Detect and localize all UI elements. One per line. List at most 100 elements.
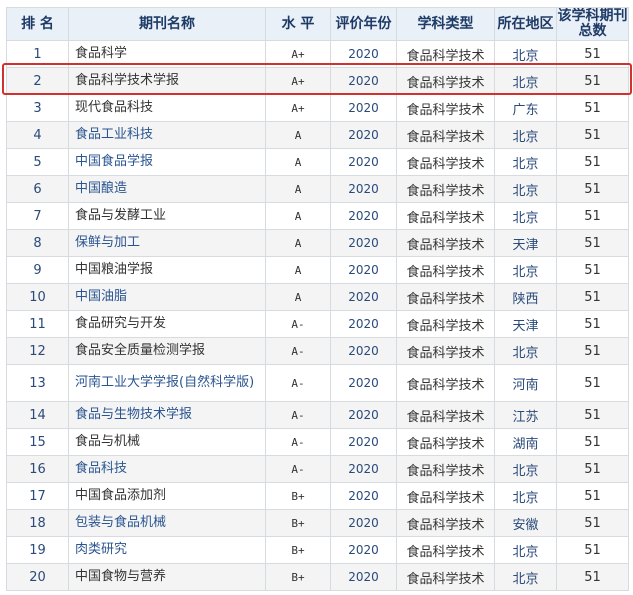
rank-cell: 2 bbox=[6, 67, 69, 95]
journal-name-cell[interactable]: 包装与食品机械 bbox=[68, 509, 266, 537]
subject-type-cell: 食品科学技术 bbox=[396, 94, 495, 122]
total-cell: 51 bbox=[556, 455, 629, 483]
subject-type-cell: 食品科学技术 bbox=[396, 202, 495, 230]
level-cell: A+ bbox=[265, 40, 331, 68]
table-row: 8 保鲜与加工 A 2020 食品科学技术 天津 51 bbox=[6, 229, 629, 257]
journal-name-cell[interactable]: 食品研究与开发 bbox=[68, 310, 266, 338]
journal-name-cell[interactable]: 食品科学技术学报 bbox=[68, 67, 266, 95]
rank-cell: 8 bbox=[6, 229, 69, 257]
subject-type-cell: 食品科学技术 bbox=[396, 148, 495, 176]
journal-name-cell[interactable]: 肉类研究 bbox=[68, 536, 266, 564]
journal-name-cell[interactable]: 食品与生物技术学报 bbox=[68, 401, 266, 429]
year-cell: 2020 bbox=[330, 121, 397, 149]
subject-type-cell: 食品科学技术 bbox=[396, 364, 495, 402]
total-cell: 51 bbox=[556, 563, 629, 591]
table-row: 1 食品科学 A+ 2020 食品科学技术 北京 51 bbox=[6, 40, 629, 68]
total-cell: 51 bbox=[556, 401, 629, 429]
header-rank[interactable]: 排 名 bbox=[6, 7, 69, 41]
total-cell: 51 bbox=[556, 148, 629, 176]
header-eval-year[interactable]: 评价年份 bbox=[330, 7, 397, 41]
subject-type-cell: 食品科学技术 bbox=[396, 283, 495, 311]
journal-name-cell[interactable]: 中国油脂 bbox=[68, 283, 266, 311]
header-level[interactable]: 水 平 bbox=[265, 7, 331, 41]
header-region[interactable]: 所在地区 bbox=[494, 7, 557, 41]
header-row: 排 名 期刊名称 水 平 评价年份 学科类型 所在地区 该学科期刊总数 bbox=[6, 7, 629, 41]
region-cell: 江苏 bbox=[494, 401, 557, 429]
rank-cell: 19 bbox=[6, 536, 69, 564]
year-cell: 2020 bbox=[330, 256, 397, 284]
rank-cell: 17 bbox=[6, 482, 69, 510]
region-cell: 安徽 bbox=[494, 509, 557, 537]
subject-type-cell: 食品科学技术 bbox=[396, 482, 495, 510]
total-cell: 51 bbox=[556, 67, 629, 95]
total-cell: 51 bbox=[556, 40, 629, 68]
subject-type-cell: 食品科学技术 bbox=[396, 175, 495, 203]
region-cell: 北京 bbox=[494, 67, 557, 95]
journal-name-cell[interactable]: 中国食品添加剂 bbox=[68, 482, 266, 510]
rank-cell: 7 bbox=[6, 202, 69, 230]
region-cell: 天津 bbox=[494, 310, 557, 338]
journal-name-cell[interactable]: 食品安全质量检测学报 bbox=[68, 337, 266, 365]
total-cell: 51 bbox=[556, 482, 629, 510]
subject-type-cell: 食品科学技术 bbox=[396, 256, 495, 284]
region-cell: 北京 bbox=[494, 148, 557, 176]
total-cell: 51 bbox=[556, 94, 629, 122]
subject-type-cell: 食品科学技术 bbox=[396, 229, 495, 257]
year-cell: 2020 bbox=[330, 455, 397, 483]
rank-cell: 9 bbox=[6, 256, 69, 284]
level-cell: A- bbox=[265, 337, 331, 365]
rank-cell: 18 bbox=[6, 509, 69, 537]
rank-cell: 6 bbox=[6, 175, 69, 203]
journal-name-cell[interactable]: 中国食品学报 bbox=[68, 148, 266, 176]
level-cell: A+ bbox=[265, 94, 331, 122]
header-total[interactable]: 该学科期刊总数 bbox=[556, 7, 629, 41]
table-row: 13 河南工业大学学报(自然科学版) A- 2020 食品科学技术 河南 51 bbox=[6, 364, 629, 402]
subject-type-cell: 食品科学技术 bbox=[396, 428, 495, 456]
table-row: 16 食品科技 A- 2020 食品科学技术 北京 51 bbox=[6, 455, 629, 483]
level-cell: A bbox=[265, 148, 331, 176]
total-cell: 51 bbox=[556, 175, 629, 203]
region-cell: 天津 bbox=[494, 229, 557, 257]
region-cell: 广东 bbox=[494, 94, 557, 122]
header-subject-type[interactable]: 学科类型 bbox=[396, 7, 495, 41]
subject-type-cell: 食品科学技术 bbox=[396, 401, 495, 429]
journal-name-cell[interactable]: 中国粮油学报 bbox=[68, 256, 266, 284]
level-cell: A bbox=[265, 202, 331, 230]
table-row: 15 食品与机械 A- 2020 食品科学技术 湖南 51 bbox=[6, 428, 629, 456]
total-cell: 51 bbox=[556, 337, 629, 365]
journal-name-cell[interactable]: 食品与发酵工业 bbox=[68, 202, 266, 230]
level-cell: A- bbox=[265, 428, 331, 456]
rank-cell: 11 bbox=[6, 310, 69, 338]
year-cell: 2020 bbox=[330, 283, 397, 311]
journal-name-cell[interactable]: 食品与机械 bbox=[68, 428, 266, 456]
journal-name-cell[interactable]: 河南工业大学学报(自然科学版) bbox=[68, 364, 266, 402]
subject-type-cell: 食品科学技术 bbox=[396, 121, 495, 149]
total-cell: 51 bbox=[556, 509, 629, 537]
table-row: 17 中国食品添加剂 B+ 2020 食品科学技术 北京 51 bbox=[6, 482, 629, 510]
journal-name-cell[interactable]: 保鲜与加工 bbox=[68, 229, 266, 257]
level-cell: B+ bbox=[265, 536, 331, 564]
level-cell: A bbox=[265, 256, 331, 284]
region-cell: 湖南 bbox=[494, 428, 557, 456]
subject-type-cell: 食品科学技术 bbox=[396, 455, 495, 483]
journal-name-cell[interactable]: 食品工业科技 bbox=[68, 121, 266, 149]
rank-cell: 16 bbox=[6, 455, 69, 483]
year-cell: 2020 bbox=[330, 428, 397, 456]
journal-name-cell[interactable]: 中国食物与营养 bbox=[68, 563, 266, 591]
journal-name-cell[interactable]: 食品科技 bbox=[68, 455, 266, 483]
header-journal-name[interactable]: 期刊名称 bbox=[68, 7, 266, 41]
rank-cell: 5 bbox=[6, 148, 69, 176]
year-cell: 2020 bbox=[330, 482, 397, 510]
total-cell: 51 bbox=[556, 310, 629, 338]
journal-name-cell[interactable]: 中国酿造 bbox=[68, 175, 266, 203]
journal-name-cell[interactable]: 食品科学 bbox=[68, 40, 266, 68]
table-row: 11 食品研究与开发 A- 2020 食品科学技术 天津 51 bbox=[6, 310, 629, 338]
region-cell: 北京 bbox=[494, 202, 557, 230]
region-cell: 北京 bbox=[494, 121, 557, 149]
table-row: 18 包装与食品机械 B+ 2020 食品科学技术 安徽 51 bbox=[6, 509, 629, 537]
year-cell: 2020 bbox=[330, 337, 397, 365]
level-cell: A bbox=[265, 121, 331, 149]
table-row: 9 中国粮油学报 A 2020 食品科学技术 北京 51 bbox=[6, 256, 629, 284]
total-cell: 51 bbox=[556, 364, 629, 402]
journal-name-cell[interactable]: 现代食品科技 bbox=[68, 94, 266, 122]
